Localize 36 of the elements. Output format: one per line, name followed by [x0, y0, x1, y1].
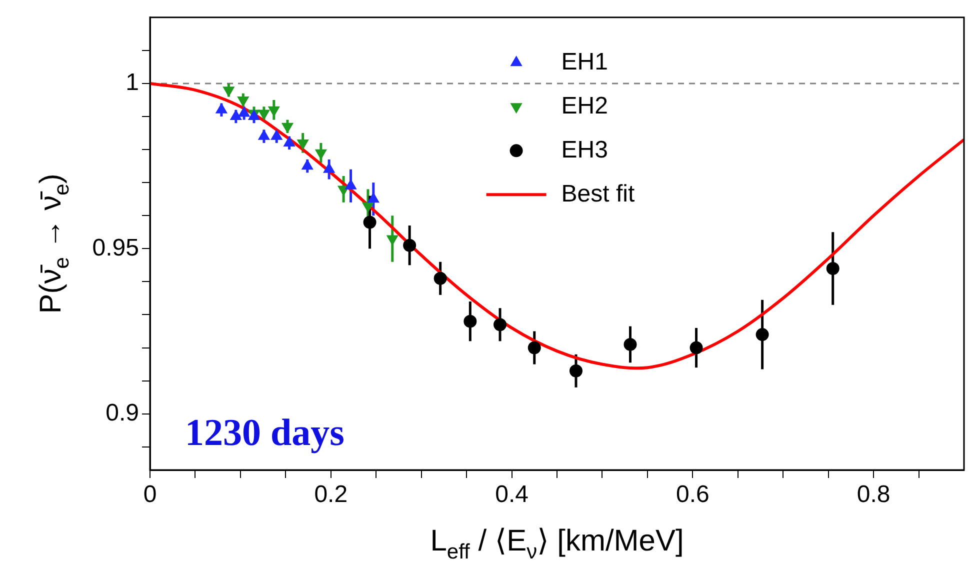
x-tick-label: 0	[143, 481, 157, 508]
point	[464, 314, 477, 328]
y-tick-label: 0.9	[106, 399, 139, 426]
point	[345, 179, 356, 190]
x-tick-label: 0.6	[676, 481, 710, 508]
point	[323, 162, 335, 173]
y-tick-label: 0.95	[92, 234, 139, 262]
point	[434, 272, 447, 285]
legend-label: EH2	[561, 92, 608, 120]
legend-label: EH3	[561, 136, 608, 164]
point	[258, 130, 270, 140]
point	[494, 318, 507, 332]
annotation: 1230 days	[185, 412, 344, 454]
point	[569, 364, 582, 378]
y-tick-label: 1	[126, 69, 139, 96]
line-series	[150, 82, 964, 370]
legend-label: Best fit	[561, 180, 635, 208]
point	[270, 130, 282, 140]
x-tick-label: 0.4	[495, 481, 528, 508]
point	[403, 238, 416, 252]
point	[690, 341, 703, 354]
point	[826, 262, 840, 275]
point	[624, 338, 637, 351]
point	[756, 328, 769, 342]
point	[238, 106, 250, 117]
x-tick-label: 0.8	[856, 481, 890, 508]
legend-label: EH1	[561, 48, 608, 76]
x-tick-label: 0.2	[314, 481, 348, 508]
point	[230, 110, 242, 120]
point	[528, 341, 541, 354]
y-axis-title: P(ν̄e → ν̄e)	[34, 174, 74, 314]
point	[284, 136, 295, 146]
point	[368, 192, 380, 203]
point	[216, 103, 228, 114]
point	[302, 160, 314, 170]
point	[363, 216, 376, 229]
